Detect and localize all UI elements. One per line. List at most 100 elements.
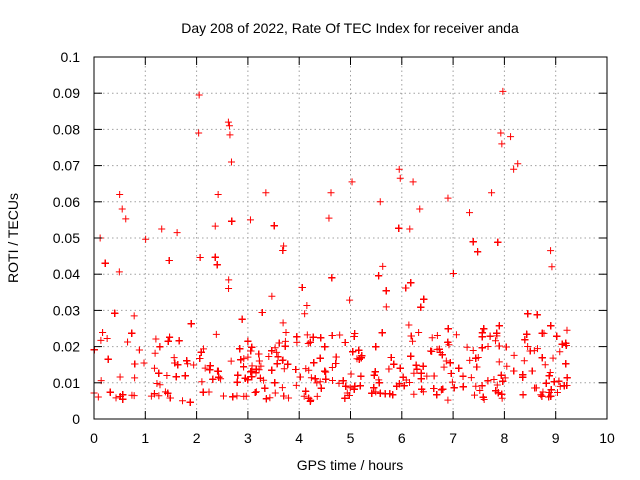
data-point (418, 385, 426, 393)
data-point (563, 326, 571, 334)
data-point (499, 87, 507, 95)
y-tick-label: 0.03 (53, 302, 80, 318)
y-tick-labels: 0 0.01 0.02 0.03 0.04 0.05 0.06 0.07 0.08 0.09 0.1 (53, 49, 80, 427)
data-point (439, 385, 447, 393)
data-point (556, 348, 564, 356)
data-point (280, 392, 288, 400)
data-point (225, 276, 233, 284)
data-point (309, 333, 317, 341)
data-point (199, 388, 207, 396)
data-point (396, 364, 404, 372)
data-point (128, 329, 136, 337)
data-point (413, 365, 421, 373)
data-point (507, 133, 515, 141)
data-point (156, 381, 164, 389)
data-point (538, 392, 546, 400)
data-point (106, 388, 114, 396)
data-point (444, 194, 452, 202)
data-points (90, 87, 571, 406)
data-point (389, 391, 397, 399)
data-point (317, 384, 325, 392)
data-point (541, 361, 549, 369)
data-point (382, 287, 390, 295)
data-point (150, 364, 158, 372)
data-point (357, 372, 365, 380)
data-point (313, 392, 321, 400)
data-point (274, 353, 282, 361)
data-point (471, 391, 478, 399)
data-point (271, 379, 279, 387)
data-point (562, 341, 570, 349)
data-point (124, 338, 132, 346)
data-point (444, 338, 452, 346)
data-point (357, 354, 365, 362)
data-point (410, 369, 418, 377)
data-point (211, 222, 219, 230)
data-point (310, 359, 318, 367)
data-point (275, 339, 283, 347)
data-point (301, 310, 309, 318)
data-point (488, 189, 496, 197)
data-point (257, 362, 265, 370)
x-tick-label: 7 (449, 430, 457, 446)
data-point (206, 366, 214, 374)
data-point (198, 378, 206, 386)
x-tick-label: 8 (501, 430, 509, 446)
data-point (240, 363, 248, 371)
data-point (321, 343, 329, 351)
x-tick-labels: 0 1 2 3 4 5 6 7 8 9 10 (90, 430, 615, 446)
data-point (495, 358, 503, 366)
data-point (201, 364, 209, 372)
data-point (350, 333, 358, 341)
data-point (255, 350, 263, 358)
data-point (498, 140, 506, 148)
data-point (349, 348, 357, 356)
data-point (175, 337, 183, 345)
data-point (510, 351, 518, 359)
data-point (296, 373, 304, 381)
data-point (285, 394, 293, 402)
data-point (135, 346, 143, 354)
data-point (533, 311, 541, 319)
data-point (215, 373, 223, 381)
y-tick-label: 0 (72, 411, 80, 427)
data-point (268, 292, 276, 300)
data-point (444, 325, 452, 333)
data-point (150, 390, 158, 398)
data-point (183, 357, 191, 365)
y-tick-label: 0.07 (53, 158, 80, 174)
data-point (116, 191, 124, 199)
data-point (499, 377, 507, 385)
data-point (400, 382, 408, 390)
data-point (419, 362, 427, 370)
data-point (170, 354, 178, 362)
x-axis-label: GPS time / hours (297, 457, 404, 473)
data-point (339, 377, 347, 385)
data-point (493, 329, 501, 337)
data-point (305, 366, 313, 374)
data-point (199, 345, 207, 353)
data-point (350, 385, 358, 393)
data-point (229, 393, 237, 401)
data-point (345, 392, 353, 400)
data-point (409, 178, 417, 186)
data-point (402, 284, 410, 292)
data-point (406, 225, 414, 233)
data-point (416, 205, 424, 213)
data-point (341, 338, 349, 346)
data-point (184, 360, 192, 368)
data-point (227, 158, 235, 166)
data-point (172, 373, 180, 381)
data-point (346, 296, 354, 304)
data-point (486, 332, 494, 340)
x-tick-label: 6 (398, 430, 406, 446)
data-point (247, 347, 255, 355)
data-point (440, 363, 448, 371)
data-point (164, 337, 172, 345)
data-point (415, 328, 423, 336)
data-point (225, 122, 233, 130)
data-point (302, 365, 310, 373)
data-point (214, 191, 222, 199)
data-point (455, 364, 463, 372)
data-point (409, 337, 417, 345)
